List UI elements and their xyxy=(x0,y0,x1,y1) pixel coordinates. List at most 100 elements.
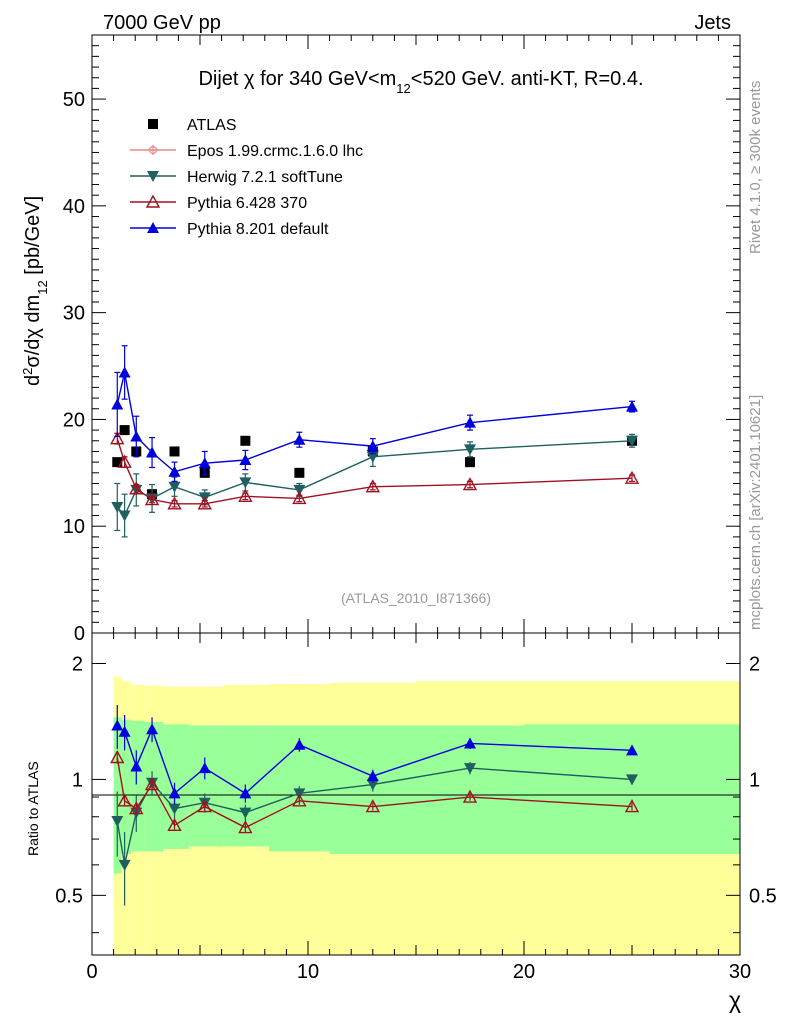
title-mid: for 340 GeV<m xyxy=(255,68,397,90)
category-label: Jets xyxy=(694,12,731,34)
ratio-panel: 0.5 0.51 12 20 10 20 30 xyxy=(55,632,777,983)
pythia-6-428-370-point xyxy=(197,496,212,510)
ratio-pythia-6-428-370-point xyxy=(624,799,640,813)
ratio-herwig-7-2-1-softtune-point xyxy=(118,859,131,871)
analysis-watermark: (ATLAS_2010_I871366) xyxy=(341,590,491,606)
ratio-series-pythia-8-201-default xyxy=(111,705,638,805)
pythia-6-428-370-point xyxy=(624,470,640,484)
pythia-6-428-370-point xyxy=(167,496,182,510)
ratio-pythia-6-428-370-point xyxy=(238,820,253,834)
inner-band-segment xyxy=(130,720,145,852)
ratio-y-tick-label-left: 2 xyxy=(72,653,83,675)
atlas-point xyxy=(169,446,180,457)
herwig-7-2-1-softtune-point xyxy=(239,477,252,489)
legend: ATLAS Epos 1.99.crmc.1.6.0 lhc Herwig 7.2.… xyxy=(130,117,363,238)
pythia-8-201-default-point xyxy=(118,366,131,378)
x-tick-label: 20 xyxy=(513,961,535,983)
pythia-6-428-370-point xyxy=(117,454,132,468)
ratio-pythia-8-201-default-point xyxy=(198,762,211,774)
herwig-7-2-1-softtune-point xyxy=(168,481,181,493)
pythia-6-428-370-point xyxy=(144,492,160,506)
ratio-pythia-8-201-default-point xyxy=(118,725,131,737)
atlas-point xyxy=(240,435,251,446)
y-title-sigma: σ/dχ dm xyxy=(22,295,44,368)
pythia-6-428-370-point xyxy=(365,479,380,493)
ratio-pythia-8-201-default-point xyxy=(293,738,306,750)
herwig-7-2-1-softtune-point xyxy=(293,484,306,496)
herwig-7-2-1-softtune-point xyxy=(626,435,638,447)
ratio-pythia-6-428-370-point xyxy=(117,793,132,807)
pythia-8-201-default-point xyxy=(293,433,306,445)
pythia-8-201-default-point xyxy=(366,440,379,452)
main-axis-ticks: 0 10 20 30 40 50 xyxy=(63,35,741,645)
main-series xyxy=(110,345,640,538)
ratio-pythia-6-428-370-point xyxy=(129,801,144,815)
herwig-7-2-1-softtune-point xyxy=(464,444,476,456)
pythia-8-201-default-point xyxy=(111,398,124,410)
x-tick-label: 0 xyxy=(86,961,97,983)
ratio-uncertainty-bands xyxy=(113,676,740,955)
series-pythia-8-201-default xyxy=(111,345,638,482)
y-title-d: d xyxy=(22,375,44,386)
x-tick-label: 30 xyxy=(729,961,751,983)
y-tick-label: 20 xyxy=(63,409,85,431)
ratio-pythia-8-201-default-point xyxy=(626,744,638,756)
atlas-point xyxy=(294,467,305,478)
ratio-herwig-7-2-1-softtune-point xyxy=(111,815,124,827)
inner-band-segment xyxy=(189,725,224,847)
legend-label-pythia-8-201-default: Pythia 8.201 default xyxy=(187,221,329,238)
ratio-herwig-7-2-1-softtune-point xyxy=(168,803,181,815)
series-atlas xyxy=(112,425,637,500)
pythia-8-201-default-point xyxy=(146,446,159,458)
atlas-point xyxy=(465,457,475,468)
ratio-pythia-8-201-default-point xyxy=(464,737,476,749)
legend-marker-atlas xyxy=(148,119,158,129)
ratio-pythia-6-428-370-point xyxy=(167,817,182,832)
ratio-y-tick-label-left: 0.5 xyxy=(55,885,83,907)
y-title-superscript: 2 xyxy=(20,368,35,375)
ratio-herwig-7-2-1-softtune-point xyxy=(626,774,638,786)
herwig-7-2-1-softtune-point xyxy=(118,510,131,522)
ratio-pythia-6-428-370-point xyxy=(292,793,307,807)
ratio-pythia-8-201-default-point xyxy=(146,723,159,735)
y-title-unit: [pb/GeV] xyxy=(22,196,44,281)
ratio-series-pythia-6-428-370 xyxy=(110,750,640,834)
pythia-6-428-370-point xyxy=(238,488,253,503)
ratio-y-tick-label-right: 1 xyxy=(749,769,760,791)
ratio-series xyxy=(110,705,640,906)
series-pythia-6-428-370 xyxy=(110,431,640,510)
ratio-pythia-8-201-default-point xyxy=(168,787,181,799)
ratio-herwig-7-2-1-softtune-point xyxy=(239,807,252,819)
y-tick-label: 40 xyxy=(63,196,85,218)
ratio-pythia-6-428-370-point xyxy=(197,799,212,813)
atlas-point xyxy=(119,425,130,436)
main-y-axis-title: d2σ/dχ dm12 [pb/GeV] xyxy=(20,196,50,386)
x-tick-label: 10 xyxy=(297,961,319,983)
ratio-pythia-8-201-default-point xyxy=(130,760,143,772)
pythia-8-201-default-point xyxy=(168,465,181,477)
pythia-6-428-370-point xyxy=(129,481,144,495)
legend-entry-epos-1-99-crmc-1-6-0-lhc: Epos 1.99.crmc.1.6.0 lhc xyxy=(130,143,363,160)
herwig-7-2-1-softtune-point xyxy=(111,501,124,513)
ratio-pythia-8-201-default-point xyxy=(239,787,252,799)
legend-label-atlas: ATLAS xyxy=(187,117,237,134)
title-subscript: 12 xyxy=(396,81,410,96)
rivet-label: Rivet 4.1.0, ≥ 300k events xyxy=(747,81,764,254)
y-tick-label: 10 xyxy=(63,516,85,538)
pythia-8-201-default-point xyxy=(198,457,211,469)
inner-band-segment xyxy=(223,725,270,847)
atlas-point xyxy=(112,457,123,468)
energy-label: 7000 GeV pp xyxy=(103,12,221,34)
inner-band-segment xyxy=(144,721,164,852)
title-chi: χ xyxy=(244,68,255,90)
legend-label-epos-1-99-crmc-1-6-0-lhc: Epos 1.99.crmc.1.6.0 lhc xyxy=(187,143,363,160)
ratio-herwig-7-2-1-softtune-point xyxy=(366,779,379,791)
mcplots-label: mcplots.cern.ch [arXiv:2401.10621] xyxy=(747,395,764,630)
legend-entry-atlas: ATLAS xyxy=(148,117,237,134)
ratio-pythia-6-428-370-point xyxy=(365,799,380,813)
legend-entry-pythia-8-201-default: Pythia 8.201 default xyxy=(130,221,329,238)
y-title-subscript: 12 xyxy=(35,280,50,294)
ratio-frame xyxy=(91,632,741,956)
legend-entry-herwig-7-2-1-softtune: Herwig 7.2.1 softTune xyxy=(130,169,343,186)
